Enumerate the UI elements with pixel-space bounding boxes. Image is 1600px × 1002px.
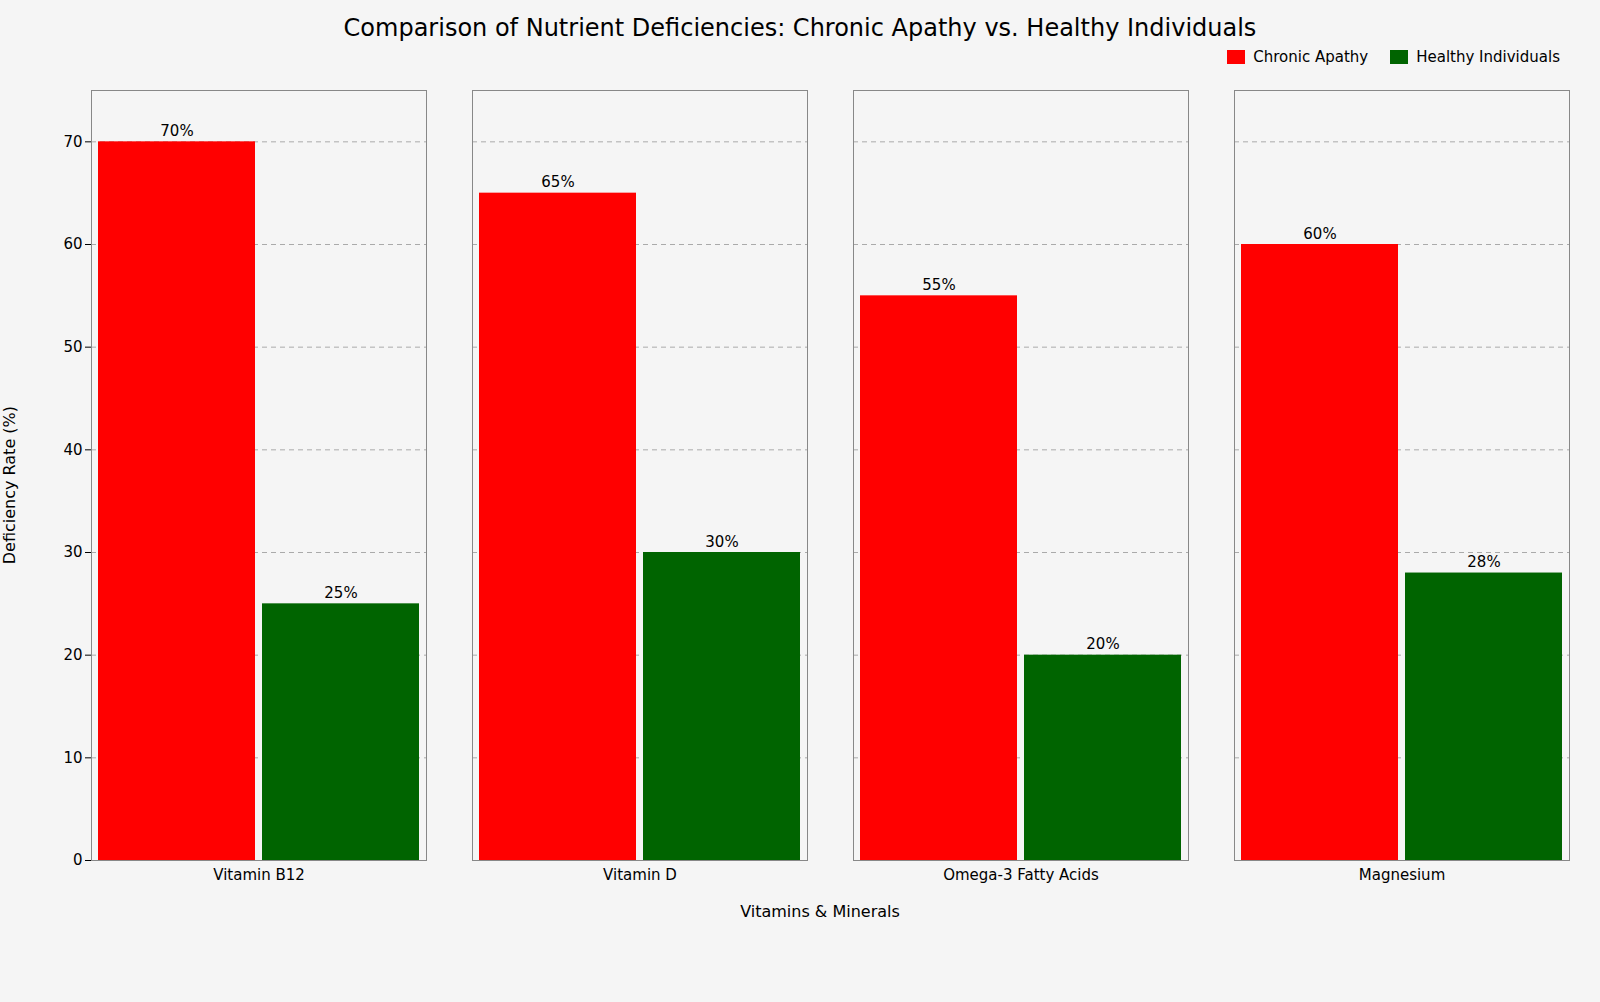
svg-text:70%: 70% xyxy=(160,122,193,140)
svg-text:Omega-3 Fatty Acids: Omega-3 Fatty Acids xyxy=(943,866,1099,884)
svg-text:20%: 20% xyxy=(1086,635,1119,653)
html-text:Healthy Individuals: Healthy Individuals xyxy=(1416,48,1560,66)
html-text:Deficiency Rate (%): Deficiency Rate (%) xyxy=(0,405,19,565)
svg-text:40: 40 xyxy=(63,441,82,459)
svg-text:30: 30 xyxy=(63,543,82,561)
html-text:Chronic Apathy: Chronic Apathy xyxy=(1253,48,1369,66)
svg-text:0: 0 xyxy=(73,851,83,869)
svg-text:55%: 55% xyxy=(922,276,955,294)
html-text:Comparison of Nutrient Deficie: Comparison of Nutrient Deficiencies: Chr… xyxy=(343,14,1257,42)
svg-text:60%: 60% xyxy=(1303,225,1336,243)
svg-text:30%: 30% xyxy=(705,533,738,551)
svg-text:25%: 25% xyxy=(324,584,357,602)
svg-text:65%: 65% xyxy=(541,173,574,191)
svg-text:70: 70 xyxy=(63,133,82,151)
svg-text:50: 50 xyxy=(63,338,82,356)
svg-text:60: 60 xyxy=(63,235,82,253)
svg-text:Vitamin D: Vitamin D xyxy=(603,866,677,884)
svg-text:28%: 28% xyxy=(1467,553,1500,571)
svg-text:Magnesium: Magnesium xyxy=(1359,866,1446,884)
svg-text:10: 10 xyxy=(63,749,82,767)
svg-text:20: 20 xyxy=(63,646,82,664)
svg-text:Vitamin B12: Vitamin B12 xyxy=(213,866,305,884)
html-text:Vitamins & Minerals: Vitamins & Minerals xyxy=(740,902,900,921)
